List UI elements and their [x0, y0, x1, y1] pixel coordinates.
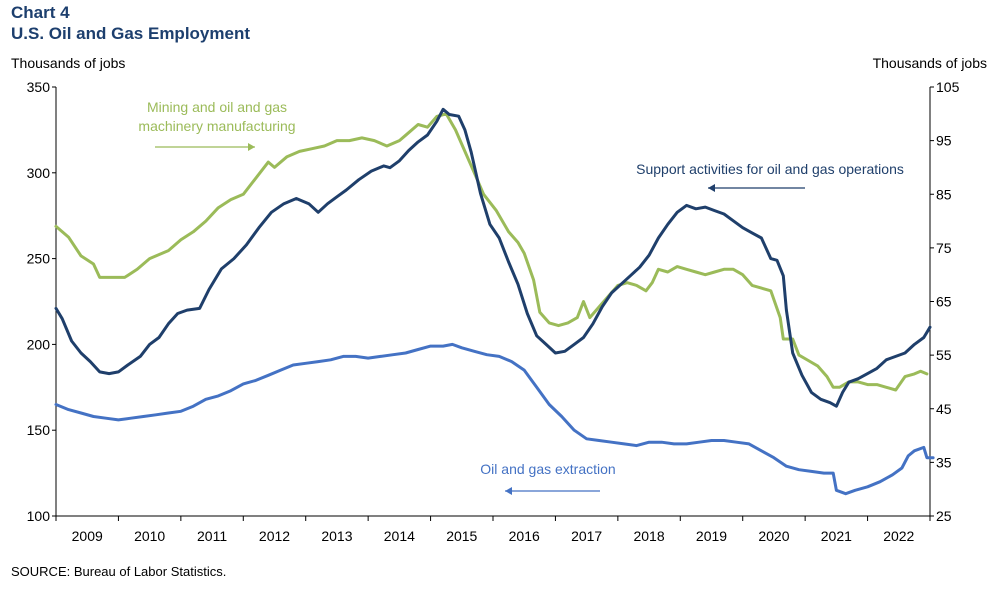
support-annotation-label: Support activities for oil and gas opera…: [636, 161, 904, 177]
x-tick-label: 2015: [446, 528, 477, 544]
mining-annotation-label: machinery manufacturing: [138, 118, 295, 134]
x-tick-label: 2016: [509, 528, 540, 544]
x-tick-label: 2020: [758, 528, 789, 544]
x-tick-label: 2013: [321, 528, 352, 544]
x-tick-label: 2009: [72, 528, 103, 544]
left-axis-title: Thousands of jobs: [11, 55, 126, 71]
x-tick-label: 2010: [134, 528, 165, 544]
title-block: Chart 4 U.S. Oil and Gas Employment: [11, 2, 250, 44]
right-tick-label: 95: [936, 133, 952, 149]
right-tick-label: 85: [936, 186, 952, 202]
right-tick-label: 75: [936, 240, 952, 256]
left-tick-label: 150: [27, 422, 51, 438]
left-tick-label: 200: [27, 336, 51, 352]
left-tick-label: 350: [27, 79, 51, 95]
x-tick-label: 2021: [821, 528, 852, 544]
right-tick-label: 55: [936, 347, 952, 363]
x-tick-label: 2022: [883, 528, 914, 544]
series-line-support-activities: [54, 107, 932, 408]
x-tick-label: 2011: [197, 528, 227, 544]
chart-title: U.S. Oil and Gas Employment: [11, 24, 250, 43]
left-tick-label: 250: [27, 251, 51, 267]
right-tick-label: 105: [936, 79, 960, 95]
left-tick-label: 300: [27, 165, 51, 181]
right-axis-title: Thousands of jobs: [872, 55, 987, 71]
source-note: SOURCE: Bureau of Labor Statistics.: [11, 564, 227, 579]
right-tick-label: 65: [936, 294, 952, 310]
right-tick-label: 35: [936, 454, 952, 470]
right-tick-label: 25: [936, 508, 952, 524]
x-tick-label: 2018: [633, 528, 664, 544]
x-tick-label: 2014: [384, 528, 415, 544]
extraction-annotation-label: Oil and gas extraction: [480, 461, 615, 477]
x-tick-label: 2012: [259, 528, 290, 544]
series-line-oil-gas-extraction: [54, 342, 935, 496]
mining-annotation-label: Mining and oil and gas: [147, 99, 287, 115]
extraction-arrow-head: [505, 487, 512, 495]
left-tick-label: 100: [27, 508, 51, 524]
chart-number: Chart 4: [11, 3, 70, 22]
x-tick-label: 2017: [571, 528, 602, 544]
mining-arrow-head: [248, 143, 255, 151]
series-line-mining-machinery: [54, 112, 929, 392]
support-arrow-head: [708, 184, 715, 192]
x-tick-label: 2019: [696, 528, 727, 544]
right-tick-label: 45: [936, 401, 952, 417]
